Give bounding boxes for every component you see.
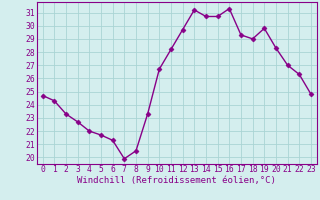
- X-axis label: Windchill (Refroidissement éolien,°C): Windchill (Refroidissement éolien,°C): [77, 176, 276, 185]
